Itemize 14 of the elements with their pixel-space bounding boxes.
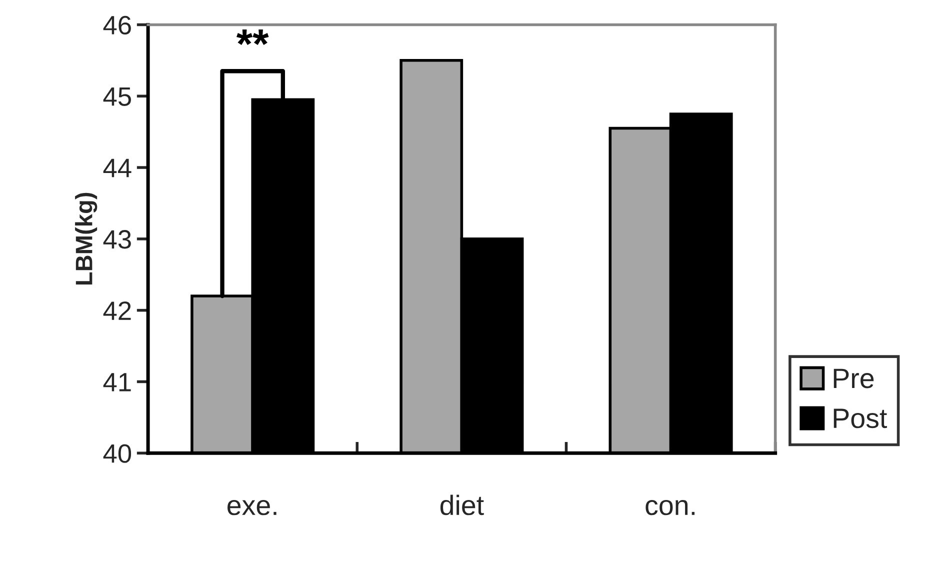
y-tick-label: 45 (103, 88, 131, 106)
annotation: ** (236, 30, 269, 46)
y-tick-label: 41 (103, 373, 131, 392)
y-tick-label: 46 (103, 16, 131, 35)
legend-label: Pre (834, 368, 874, 388)
x-tick-label: exe. (228, 500, 276, 516)
y-tick-label: 44 (103, 158, 132, 178)
legend-label: Post (834, 408, 887, 428)
x-tick-label: con. (646, 500, 695, 516)
y-tick-label: 43 (103, 230, 131, 249)
y-axis-title: LBM(kg) (75, 192, 98, 285)
y-tick-label: 42 (103, 301, 131, 320)
x-tick-label: diet (440, 494, 484, 516)
y-tick-label: 40 (103, 444, 132, 463)
